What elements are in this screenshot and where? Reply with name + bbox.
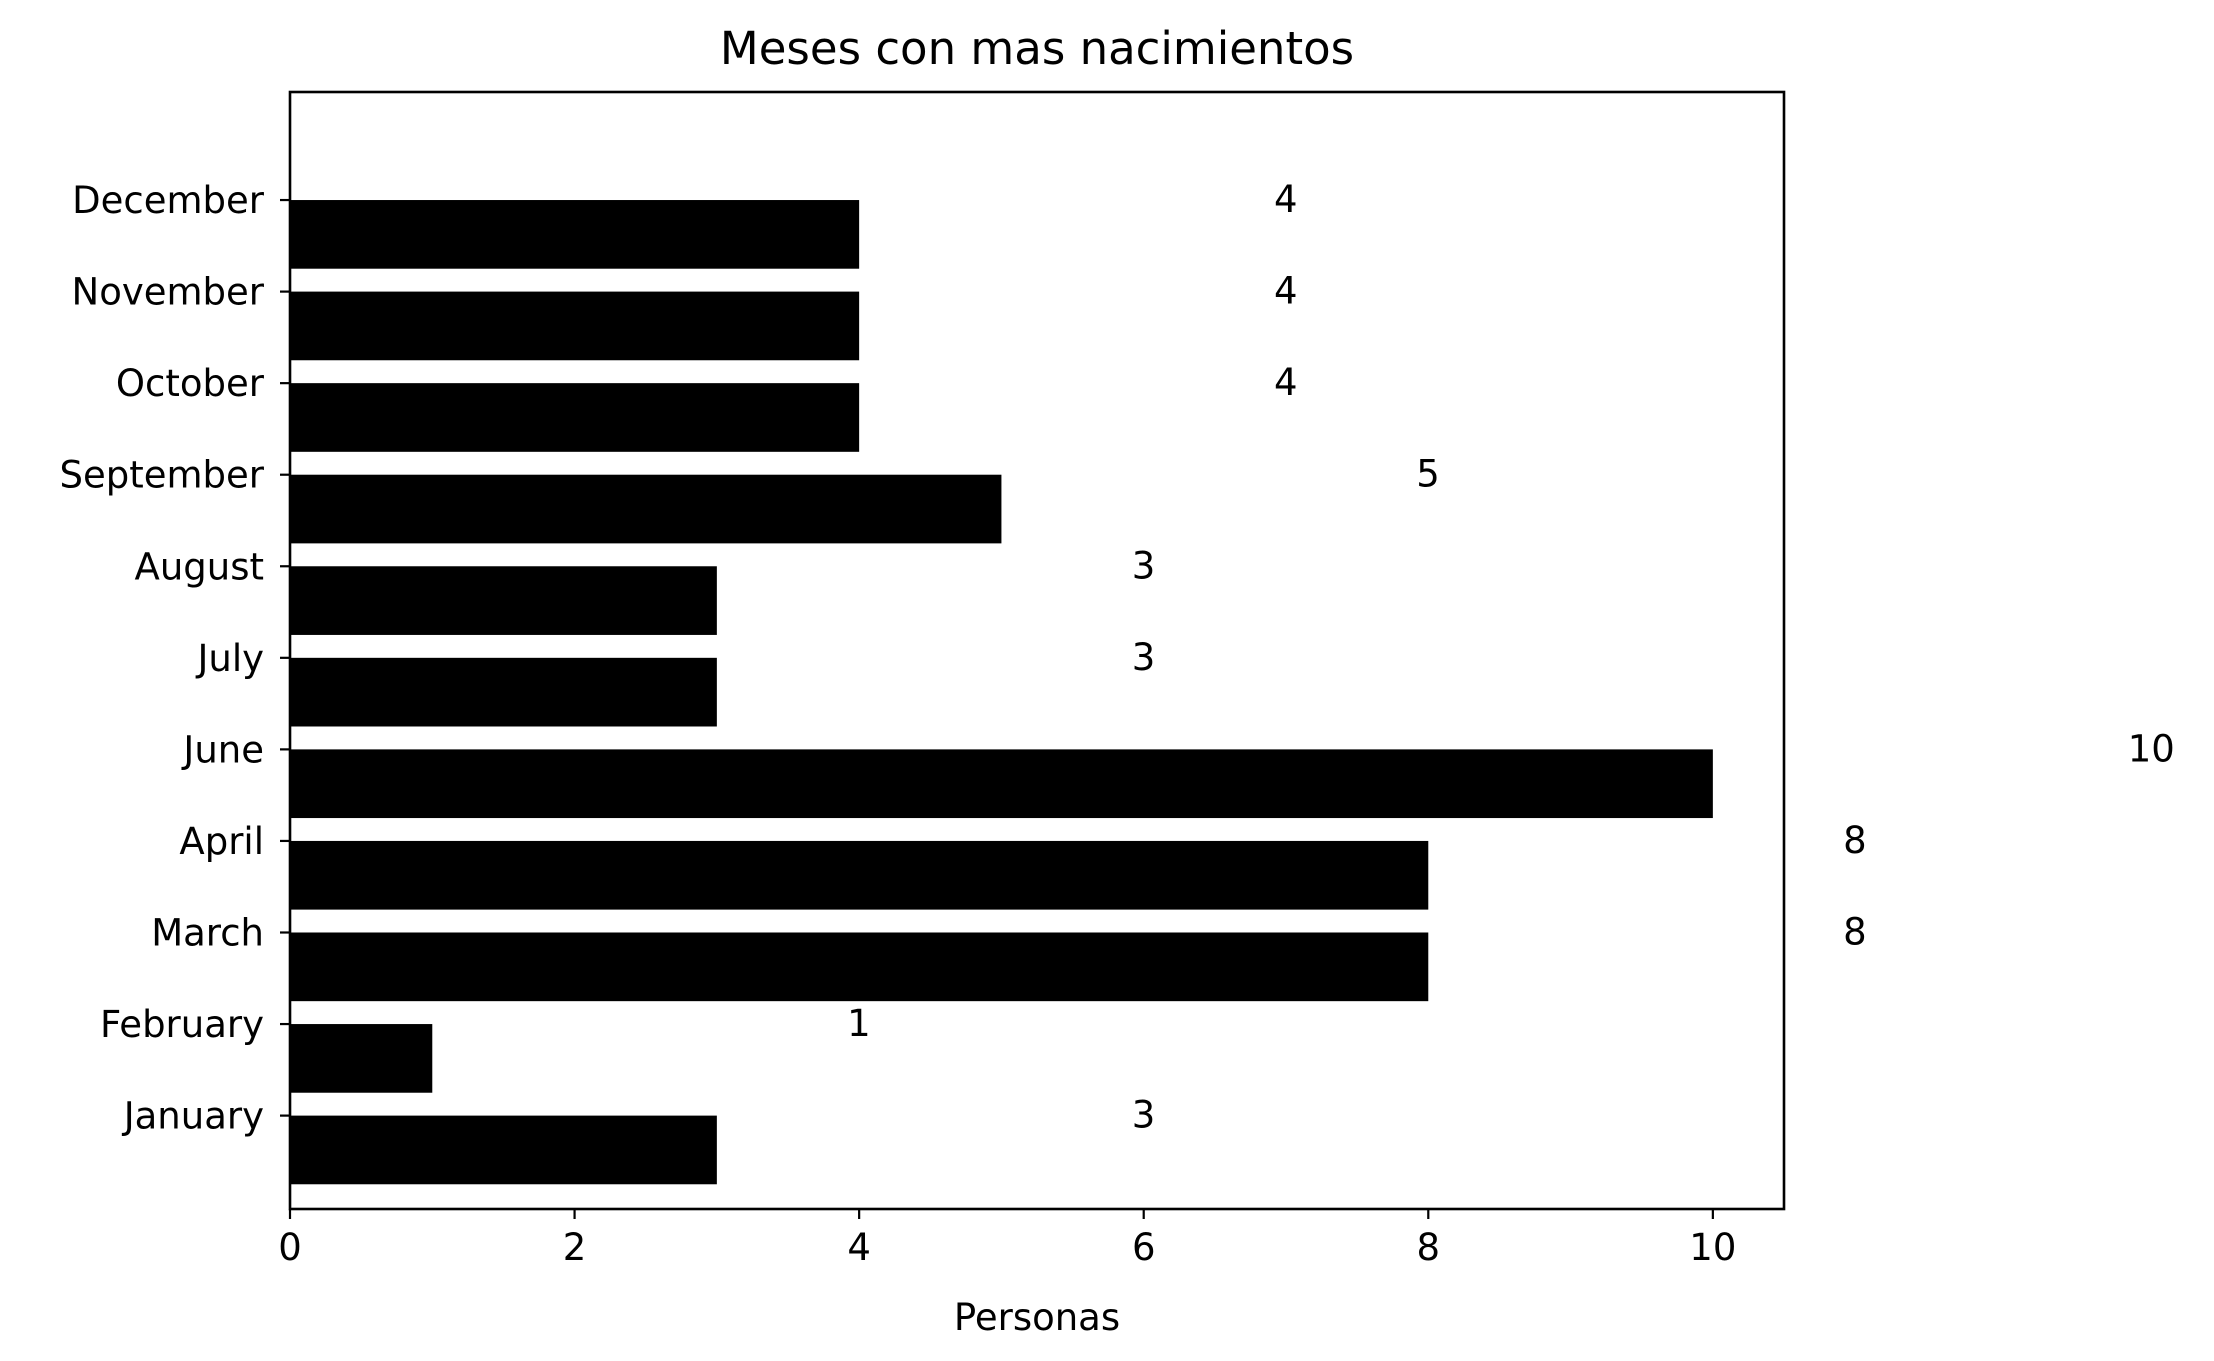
x-tick-label-8: 8 bbox=[1417, 1226, 1441, 1269]
bar-july bbox=[290, 657, 717, 727]
y-tick-label-february: February bbox=[100, 1003, 264, 1046]
data-label-november: 4 bbox=[1274, 270, 1298, 313]
y-axis: January February March April June July August S… bbox=[59, 179, 290, 1138]
y-tick-label-september: September bbox=[59, 454, 264, 497]
x-tick-label-0: 0 bbox=[278, 1226, 302, 1269]
plot-frame bbox=[288, 90, 1786, 1211]
data-label-january: 3 bbox=[1132, 1094, 1156, 1137]
y-tick-label-august: August bbox=[135, 545, 264, 588]
y-tick-label-january: January bbox=[122, 1095, 264, 1138]
y-tick-label-april: April bbox=[179, 820, 264, 863]
data-label-december: 4 bbox=[1274, 178, 1298, 221]
x-tick-label-10: 10 bbox=[1689, 1226, 1736, 1269]
x-tick-label-6: 6 bbox=[1132, 1226, 1156, 1269]
data-label-august: 3 bbox=[1132, 544, 1156, 587]
data-label-april: 8 bbox=[1843, 819, 1867, 862]
x-tick-label-2: 2 bbox=[563, 1226, 587, 1269]
bar-december bbox=[290, 200, 860, 269]
data-labels-group: 3 1 8 8 10 3 3 5 4 4 4 bbox=[847, 178, 2175, 1137]
y-tick-label-october: October bbox=[116, 362, 265, 405]
data-label-october: 4 bbox=[1274, 361, 1298, 404]
data-label-september: 5 bbox=[1416, 453, 1440, 496]
bar-january bbox=[290, 1115, 717, 1185]
x-tick-label-4: 4 bbox=[847, 1226, 871, 1269]
y-tick-label-july: July bbox=[195, 637, 264, 680]
data-label-february: 1 bbox=[847, 1002, 871, 1045]
x-axis-label: Personas bbox=[954, 1296, 1120, 1339]
bar-february bbox=[290, 1024, 433, 1093]
bar-august bbox=[290, 566, 717, 635]
bar-march bbox=[290, 932, 1429, 1002]
y-tick-label-december: December bbox=[72, 179, 265, 222]
data-label-june: 10 bbox=[2128, 727, 2175, 770]
y-tick-label-march: March bbox=[151, 911, 264, 954]
data-label-july: 3 bbox=[1132, 636, 1156, 679]
bar-june bbox=[290, 749, 1713, 819]
data-label-march: 8 bbox=[1843, 910, 1867, 953]
chart-title: Meses con mas nacimientos bbox=[720, 22, 1354, 75]
bars-group bbox=[290, 200, 1713, 1185]
y-tick-label-june: June bbox=[181, 728, 264, 771]
x-axis: 0 2 4 6 8 10 bbox=[278, 1209, 1736, 1269]
bar-october bbox=[290, 383, 860, 452]
bar-november bbox=[290, 291, 860, 361]
y-tick-label-november: November bbox=[72, 271, 265, 314]
bar-april bbox=[290, 840, 1429, 910]
bar-september bbox=[290, 474, 1002, 544]
